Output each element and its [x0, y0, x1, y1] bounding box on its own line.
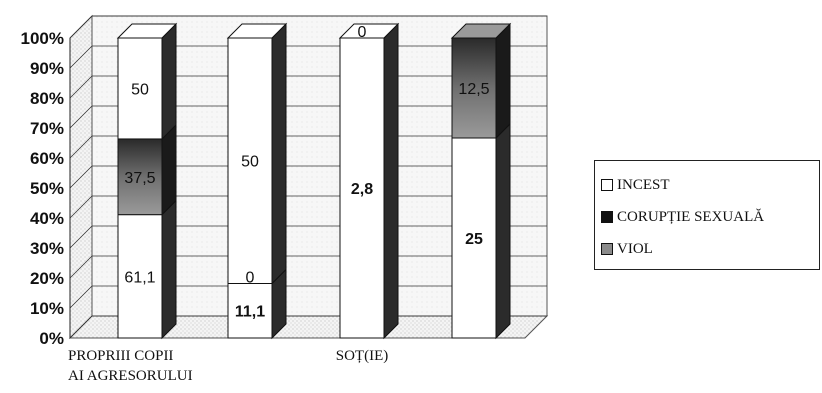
legend: INCEST CORUPȚIE SEXUALĂ VIOL	[594, 160, 820, 270]
bar-top	[116, 23, 178, 39]
bar-segment-side	[161, 199, 177, 340]
gridline-side	[69, 195, 93, 219]
x-tick-label: SOȚ(IE)	[336, 348, 389, 364]
x-tick-label: AI AGRESORULUI	[68, 368, 193, 384]
bar-segment-side	[495, 122, 511, 340]
y-tick-label: 0%	[39, 329, 64, 348]
data-label: 37,5	[124, 170, 155, 187]
legend-item: INCEST	[601, 169, 819, 201]
bar-segment-side	[161, 123, 177, 216]
legend-swatch	[601, 179, 613, 191]
y-tick-label: 10%	[30, 299, 64, 318]
y-tick-label: 100%	[21, 29, 64, 48]
legend-label: CORUPȚIE SEXUALĂ	[617, 208, 765, 225]
y-tick-label: 90%	[30, 59, 64, 78]
data-label: 11,1	[235, 304, 265, 321]
data-label: 12,5	[458, 81, 489, 98]
chart-bars	[116, 22, 512, 340]
bar-segment-front	[451, 37, 497, 139]
bar-segment-side	[383, 22, 399, 340]
data-label: 25	[465, 231, 483, 248]
gridline-side	[69, 255, 93, 279]
legend-swatch	[601, 243, 613, 255]
legend-label: INCEST	[617, 176, 670, 193]
y-tick-label: 60%	[30, 149, 64, 168]
gridline-side	[69, 315, 93, 339]
y-tick-label: 70%	[30, 119, 64, 138]
y-tick-label: 80%	[30, 89, 64, 108]
bar-segment-side	[161, 22, 177, 141]
y-tick-label: 30%	[30, 239, 64, 258]
legend-label: VIOL	[617, 240, 653, 257]
bar-segment-front	[339, 37, 385, 339]
gridline-side	[69, 285, 93, 309]
bar-segment-side	[271, 22, 287, 285]
bar-top	[450, 23, 512, 39]
gridline-side	[69, 135, 93, 159]
y-tick-label: 40%	[30, 209, 64, 228]
gridline-side	[69, 225, 93, 249]
legend-item: VIOL	[601, 233, 819, 265]
data-label: 61,1	[124, 269, 155, 286]
gridline-side	[69, 75, 93, 99]
gridline-side	[69, 45, 93, 69]
y-tick-label: 20%	[30, 269, 64, 288]
gridline-side	[69, 105, 93, 129]
x-axis: PROPRIII COPII AI AGRESORULUI SOȚ(IE)	[68, 348, 388, 384]
data-label: 0	[246, 269, 255, 286]
bar-segment-side	[495, 22, 511, 140]
gridline-side	[69, 15, 93, 39]
x-tick-label: PROPRIII COPII	[68, 348, 173, 364]
y-tick-label: 50%	[30, 179, 64, 198]
legend-swatch	[601, 211, 613, 223]
bar-top	[338, 23, 400, 39]
chart-data-labels: 61,1 37,5 50 11,1 0 50 2,8 0 25 12,5	[124, 24, 489, 321]
bar-top	[226, 23, 288, 39]
legend-item: CORUPȚIE SEXUALĂ	[601, 201, 819, 233]
data-label: 50	[131, 81, 149, 98]
data-label: 0	[358, 24, 367, 41]
data-label: 2,8	[351, 181, 373, 198]
y-axis: 100% 90% 80% 70% 60% 50% 40% 30% 20% 10% 0%	[21, 29, 71, 348]
data-label: 50	[241, 154, 259, 171]
gridline-side	[69, 165, 93, 189]
